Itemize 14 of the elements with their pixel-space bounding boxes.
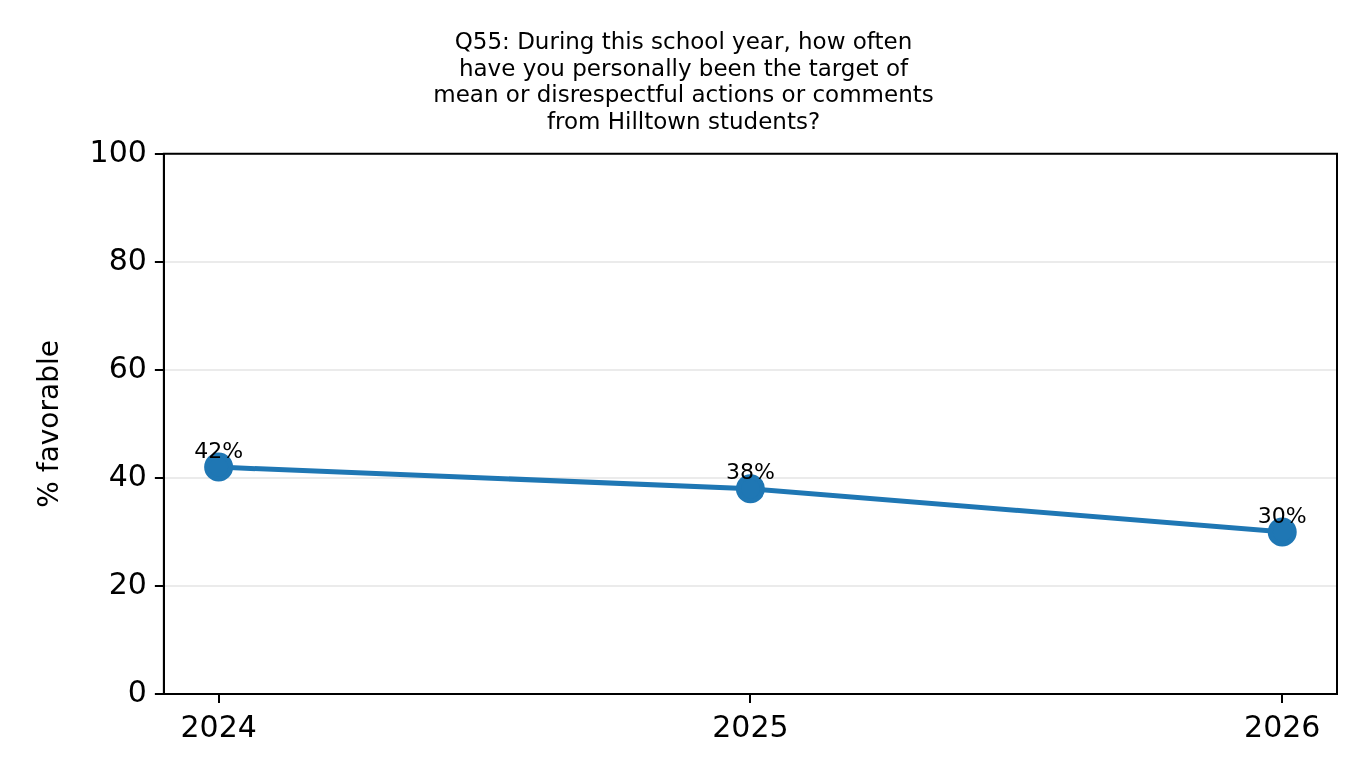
y-tick-label: 20	[108, 565, 147, 601]
data-label: 42%	[194, 437, 244, 463]
y-tick-label: 40	[108, 457, 147, 493]
y-axis-title: % favorable	[32, 340, 66, 508]
data-label: 38%	[725, 459, 775, 485]
y-tick-label: 100	[89, 133, 147, 169]
x-tick-label: 2026	[1244, 708, 1321, 744]
x-tick-label: 2025	[712, 708, 789, 744]
y-tick-label: 80	[108, 241, 147, 277]
chart-title: Q55: During this school year, how often have you personally been the target of mean or disrespectful actions or comments from Hilltown students?	[433, 28, 934, 134]
y-tick-label: 60	[108, 349, 147, 385]
data-label: 30%	[1257, 502, 1307, 528]
y-tick-label: 0	[127, 673, 147, 709]
x-tick-label: 2024	[180, 708, 257, 744]
